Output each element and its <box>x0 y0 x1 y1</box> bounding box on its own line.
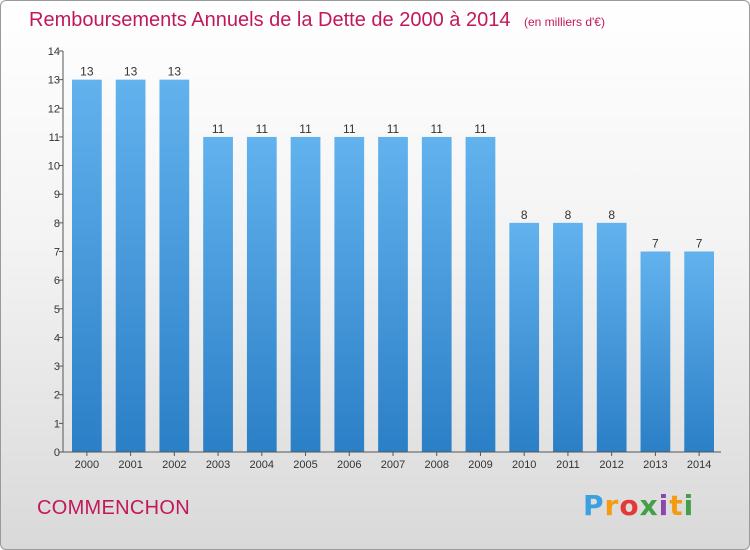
x-tick-label: 2013 <box>643 459 667 471</box>
bar-2005 <box>290 136 321 452</box>
x-tick-label: 2006 <box>337 459 361 471</box>
x-tick-label: 2007 <box>381 459 405 471</box>
bar-2013 <box>640 251 671 452</box>
bar-value-label: 11 <box>212 122 225 136</box>
x-tick-label: 2003 <box>206 459 230 471</box>
bar-2011 <box>553 222 583 452</box>
x-tick-label: 2009 <box>468 459 492 471</box>
bar-value-label: 13 <box>168 65 182 79</box>
x-tick-label: 2004 <box>250 459 274 471</box>
x-tick-label: 2014 <box>687 459 711 471</box>
bar-value-label: 11 <box>299 122 312 136</box>
y-tick-label: 4 <box>54 332 60 344</box>
y-tick-label: 9 <box>54 189 60 201</box>
bar-2006 <box>334 136 365 452</box>
bar-value-label: 13 <box>124 65 138 79</box>
bar-2014 <box>684 251 715 452</box>
x-tick-label: 2008 <box>424 459 448 471</box>
x-tick-label: 2005 <box>293 459 317 471</box>
y-tick-label: 13 <box>48 75 60 87</box>
bar-value-label: 8 <box>565 208 572 222</box>
x-tick-label: 2001 <box>118 459 142 471</box>
x-tick-label: 2011 <box>556 459 580 471</box>
bar-value-label: 7 <box>696 237 703 251</box>
bar-2000 <box>71 79 102 453</box>
bar-value-label: 7 <box>652 237 659 251</box>
y-tick-label: 2 <box>54 390 60 402</box>
bar-2004 <box>246 136 277 452</box>
chart-unit: (en milliers d'€) <box>524 15 605 29</box>
y-tick-label: 10 <box>48 161 60 173</box>
x-tick-label: 2002 <box>162 459 186 471</box>
y-tick-label: 12 <box>48 103 60 115</box>
chart-title: Remboursements Annuels de la Dette de 20… <box>29 9 605 32</box>
bars: 13 13 13 11 11 11 11 11 11 11 8 8 8 7 7 <box>71 65 715 453</box>
bar-value-label: 11 <box>256 122 269 136</box>
x-axis: 2000 2001 2002 2003 2004 2005 2006 2007 2008 2009… <box>63 451 721 471</box>
city-name: COMMENCHON <box>37 497 190 519</box>
bar-2001 <box>115 79 146 453</box>
bar-value-label: 11 <box>343 122 356 136</box>
bar-2007 <box>378 136 408 452</box>
y-tick-label: 6 <box>54 275 60 287</box>
y-tick-label: 11 <box>49 132 60 144</box>
chart-title-text: Remboursements Annuels de la Dette de 20… <box>29 9 511 31</box>
bar-value-label: 11 <box>387 122 400 136</box>
y-tick-label: 0 <box>54 447 60 459</box>
y-tick-label: 5 <box>54 304 60 316</box>
bar-value-label: 13 <box>80 65 94 79</box>
bar-value-label: 11 <box>474 122 487 136</box>
y-tick-label: 14 <box>48 46 60 58</box>
bar-2012 <box>596 222 627 452</box>
x-tick-label: 2010 <box>512 459 536 471</box>
bar-value-label: 8 <box>521 208 528 222</box>
bar-2009 <box>465 136 496 452</box>
y-tick-label: 3 <box>54 361 60 373</box>
bar-2003 <box>203 136 233 452</box>
bar-value-label: 8 <box>608 208 615 222</box>
bar-value-label: 11 <box>430 122 443 136</box>
bar-2010 <box>509 222 540 452</box>
x-tick-label: 2012 <box>599 459 623 471</box>
x-tick-label: 2000 <box>75 459 99 471</box>
y-tick-label: 1 <box>54 418 60 430</box>
bar-2008 <box>421 136 452 452</box>
y-tick-label: 7 <box>54 247 60 259</box>
bar-2002 <box>159 79 190 453</box>
y-tick-label: 8 <box>54 218 60 230</box>
proxiti-logo: Proxiti <box>583 489 695 522</box>
